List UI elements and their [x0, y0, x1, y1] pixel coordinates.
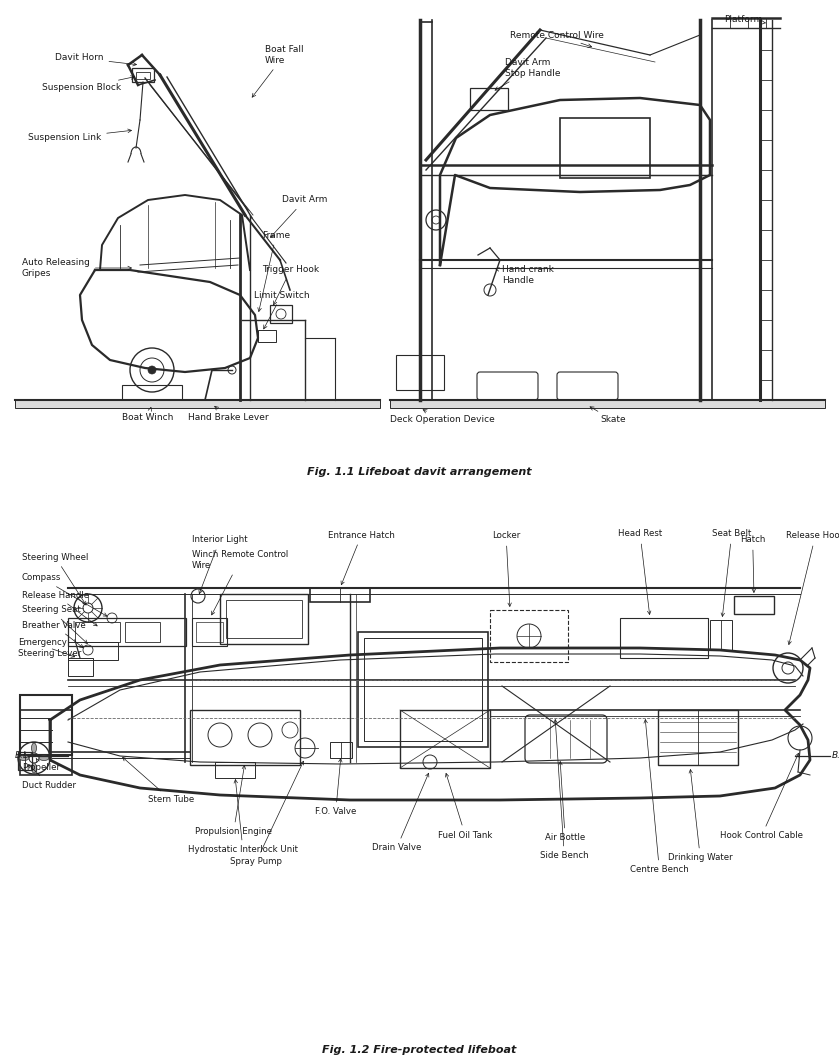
Text: Emergency
Steering Lever: Emergency Steering Lever: [18, 638, 81, 658]
Bar: [358, 632, 488, 747]
Bar: [132, 68, 154, 82]
Bar: [734, 596, 774, 614]
Bar: [196, 622, 223, 642]
Text: Trigger Hook: Trigger Hook: [262, 266, 319, 305]
Bar: [68, 658, 93, 676]
Bar: [220, 594, 308, 644]
Text: Duct Rudder: Duct Rudder: [22, 764, 76, 790]
Bar: [190, 710, 300, 765]
Ellipse shape: [32, 763, 37, 773]
Bar: [396, 355, 444, 390]
Bar: [330, 742, 352, 758]
Text: Davit Arm: Davit Arm: [270, 196, 327, 237]
Text: Platform: Platform: [724, 16, 765, 24]
Bar: [620, 618, 708, 658]
Ellipse shape: [39, 756, 49, 760]
Ellipse shape: [32, 743, 37, 753]
Text: Spray Pump: Spray Pump: [230, 761, 304, 866]
Text: Centre Bench: Centre Bench: [630, 720, 689, 875]
Bar: [490, 610, 568, 662]
Text: Stern Tube: Stern Tube: [122, 757, 195, 805]
Text: Fig. 1.1 Lifeboat davit arrangement: Fig. 1.1 Lifeboat davit arrangement: [307, 467, 531, 477]
Text: Davit Horn: Davit Horn: [55, 53, 137, 66]
Text: Suspension Link: Suspension Link: [28, 129, 132, 142]
Text: Skate: Skate: [590, 407, 626, 424]
Text: Winch Remote Control
Wire: Winch Remote Control Wire: [192, 551, 289, 614]
Text: Hatch: Hatch: [740, 536, 765, 592]
Text: Drinking Water: Drinking Water: [668, 770, 732, 862]
Text: Release Hook: Release Hook: [786, 532, 839, 644]
Bar: [215, 762, 255, 778]
Bar: [470, 88, 508, 109]
Bar: [75, 622, 120, 642]
Text: Head Rest: Head Rest: [618, 529, 662, 614]
Text: Hand Brake Lever: Hand Brake Lever: [188, 406, 268, 422]
Bar: [400, 710, 490, 767]
Bar: [18, 752, 32, 770]
Bar: [390, 400, 825, 408]
Bar: [15, 400, 380, 408]
Text: F.O. Valve: F.O. Valve: [315, 759, 357, 816]
Circle shape: [148, 366, 156, 374]
Text: Davit Arm
Stop Handle: Davit Arm Stop Handle: [495, 58, 560, 90]
Text: B.L.: B.L.: [832, 752, 839, 760]
Text: Hook Control Cable: Hook Control Cable: [720, 754, 803, 841]
Text: Interior Light: Interior Light: [192, 536, 248, 593]
Text: Hand crank
Handle: Hand crank Handle: [496, 266, 554, 285]
Bar: [258, 330, 276, 342]
Text: Drain Valve: Drain Valve: [372, 773, 429, 853]
Text: Propeller: Propeller: [22, 758, 60, 773]
Bar: [310, 588, 370, 602]
Text: Air Bottle: Air Bottle: [545, 761, 586, 843]
Text: Propulsion Engine: Propulsion Engine: [195, 765, 272, 837]
Bar: [364, 638, 482, 741]
Text: Side Bench: Side Bench: [540, 720, 589, 861]
Text: Steering Seat: Steering Seat: [22, 606, 87, 643]
Bar: [270, 305, 292, 323]
Bar: [20, 695, 72, 755]
Bar: [125, 622, 160, 642]
Text: Locker: Locker: [492, 532, 520, 607]
Bar: [68, 642, 118, 660]
Text: Remote Control Wire: Remote Control Wire: [510, 31, 604, 48]
Bar: [560, 118, 650, 178]
Text: Breather Valve: Breather Valve: [22, 621, 86, 647]
Text: Frame: Frame: [258, 231, 290, 311]
Text: Entrance Hatch: Entrance Hatch: [328, 530, 395, 585]
Text: Fig. 1.2 Fire-protected lifeboat: Fig. 1.2 Fire-protected lifeboat: [322, 1045, 516, 1054]
Bar: [122, 385, 182, 403]
Text: Boat Winch: Boat Winch: [122, 407, 174, 422]
Text: Boat Fall
Wire: Boat Fall Wire: [253, 46, 304, 97]
Bar: [710, 620, 732, 649]
Text: Hydrostatic Interlock Unit: Hydrostatic Interlock Unit: [188, 779, 298, 855]
Text: Deck Operation Device: Deck Operation Device: [390, 409, 495, 424]
Text: Release Handle: Release Handle: [22, 591, 97, 626]
Bar: [192, 618, 227, 646]
Text: Auto Releasing
Gripes: Auto Releasing Gripes: [22, 258, 132, 277]
Text: Limit Switch: Limit Switch: [254, 290, 310, 328]
Text: Suspension Block: Suspension Block: [42, 75, 134, 92]
Bar: [226, 600, 302, 638]
Text: Steering Wheel: Steering Wheel: [22, 553, 88, 605]
Text: B.L.: B.L.: [15, 752, 32, 760]
Ellipse shape: [19, 756, 29, 760]
Text: Compass: Compass: [22, 574, 107, 617]
Text: Seat Belt: Seat Belt: [712, 529, 752, 617]
Bar: [68, 618, 186, 646]
Bar: [658, 710, 738, 765]
Bar: [20, 710, 72, 775]
Bar: [136, 72, 150, 79]
Text: Fuel Oil Tank: Fuel Oil Tank: [438, 774, 492, 840]
